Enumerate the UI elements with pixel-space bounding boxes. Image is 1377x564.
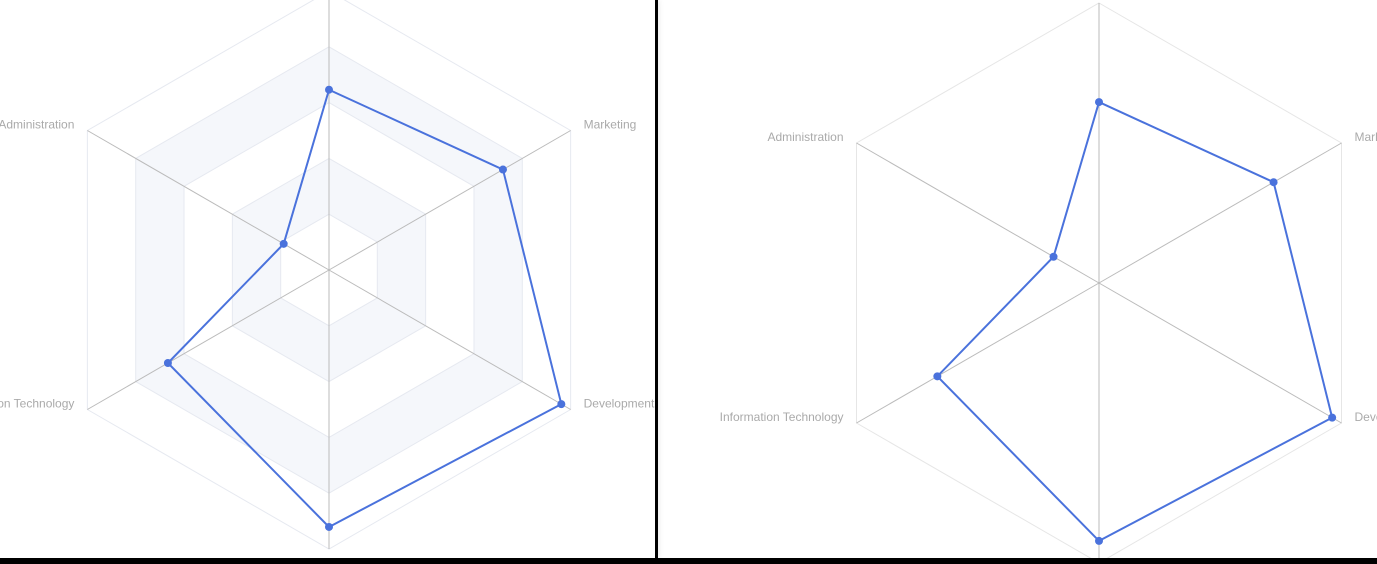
axis-line bbox=[87, 269, 330, 410]
series-line bbox=[935, 100, 1334, 543]
axis-line bbox=[328, 269, 571, 410]
axis-line bbox=[1098, 282, 1342, 424]
indicator-label: Marketing bbox=[584, 118, 637, 132]
indicator-label: Administration bbox=[767, 130, 843, 144]
data-point bbox=[1269, 178, 1278, 187]
indicator-label: Marketing bbox=[1354, 130, 1377, 144]
right-radar-panel: Marketing Development Information Technolo… bbox=[658, 0, 1377, 558]
right-radar-chart: Marketing Development Information Technolo… bbox=[720, 2, 1377, 558]
indicator-label: Information Technology bbox=[720, 410, 844, 424]
axis-line bbox=[87, 130, 330, 271]
data-point bbox=[279, 239, 288, 248]
axis-line bbox=[856, 282, 1100, 424]
axis-line bbox=[856, 142, 1100, 284]
data-point bbox=[933, 372, 942, 381]
data-point bbox=[325, 85, 333, 94]
data-point bbox=[557, 400, 566, 409]
axis-line bbox=[328, 130, 571, 271]
indicator-label: Administration bbox=[0, 118, 74, 132]
axis-line bbox=[1098, 142, 1342, 284]
data-point bbox=[498, 165, 507, 174]
indicator-label: Development bbox=[1354, 410, 1377, 424]
data-point bbox=[1095, 536, 1103, 545]
data-point bbox=[1095, 98, 1103, 107]
data-point bbox=[163, 359, 172, 367]
indicator-label: Information Technology bbox=[0, 397, 74, 411]
indicator-label: Development bbox=[584, 397, 655, 411]
data-point bbox=[325, 522, 333, 531]
left-radar-panel: Marketing Development Information Technolo… bbox=[0, 0, 655, 558]
data-point bbox=[1328, 413, 1337, 422]
left-radar-chart: Marketing Development Information Technolo… bbox=[0, 0, 655, 550]
data-point bbox=[1049, 252, 1058, 261]
